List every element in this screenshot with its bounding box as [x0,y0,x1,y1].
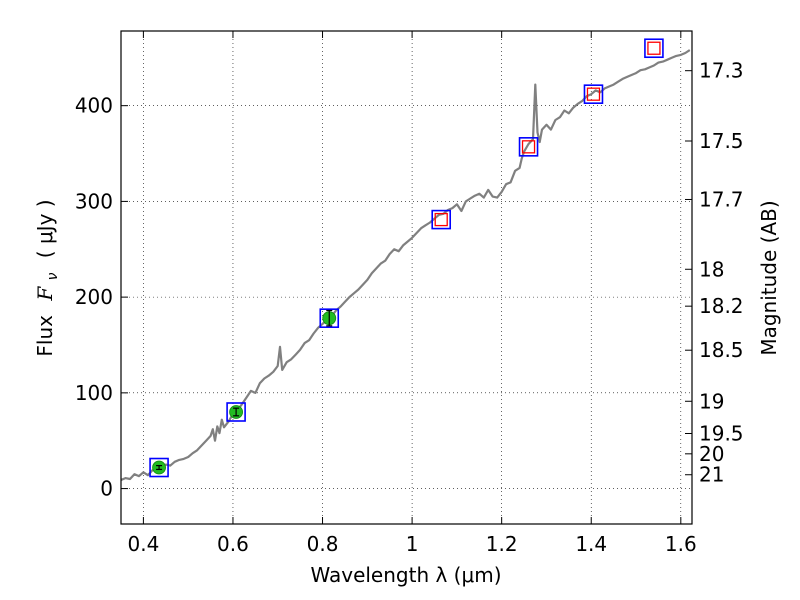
y-tick-label: 400 [75,94,113,118]
right-tick-label: 19 [699,389,724,413]
model-photometry-marker [431,209,452,230]
x-tick-label: 1.4 [575,532,607,556]
right-tick-label: 18.2 [699,294,744,318]
y-tick-label: 100 [75,381,113,405]
y-axis-title-unit: ( μJy ) [33,199,57,258]
plot-area [121,38,691,482]
model-photometry-marker [149,457,169,478]
plot-frame [120,30,693,525]
y-tick-label: 300 [75,189,113,213]
x-axis-title: Wavelength λ (μm) [310,563,501,587]
y-tick-label: 200 [75,285,113,309]
right-tick-label: 20 [699,442,724,466]
observed-photometry-marker [586,87,601,101]
observed-photometry-marker [521,140,536,154]
x-tick-label: 1.2 [486,532,518,556]
model-photometry-marker [319,308,340,328]
grid [121,31,692,524]
model-photometry-marker [644,38,664,59]
model-photometry-marker [583,84,604,104]
model-photometry-marker [518,137,539,157]
y-tick-label: 0 [100,477,113,501]
y-axis-title-text: Flux [33,315,57,357]
right-tick-label: 21 [699,463,724,487]
right-tick-label: 17.7 [699,187,744,211]
observed-photometry-marker [434,212,448,227]
right-tick-label: 18 [699,257,724,281]
ticks: 0.4 0.6 0.8 1 1.2 1.4 1.6 0 100 200 300 400 17.3 17.5… [75,31,744,556]
x-tick-label: 0.4 [127,532,159,556]
svg-text:Flux F ν ( μ: Flux F ν ( μJy ) [33,199,62,356]
x-tick-label: 0.6 [217,532,249,556]
right-axis-title: Magnitude (AB) [757,200,781,355]
right-tick-label: 17.3 [699,59,744,83]
right-tick-label: 17.5 [699,129,744,153]
x-tick-label: 0.8 [307,532,339,556]
observed-photometry-marker [647,41,661,55]
model-photometry-marker [226,402,246,422]
y-axis-title: Flux F ν ( μJy ) [33,199,62,356]
x-tick-label: 1.6 [665,532,697,556]
right-tick-label: 19.5 [699,421,744,445]
y-axis-title-symbol: F [33,286,57,302]
spectrum-line [121,49,691,482]
y-axis-title-subscript: ν [45,272,61,280]
right-tick-label: 18.5 [699,338,744,362]
series-layer [121,38,691,482]
x-tick-label: 1 [406,532,419,556]
